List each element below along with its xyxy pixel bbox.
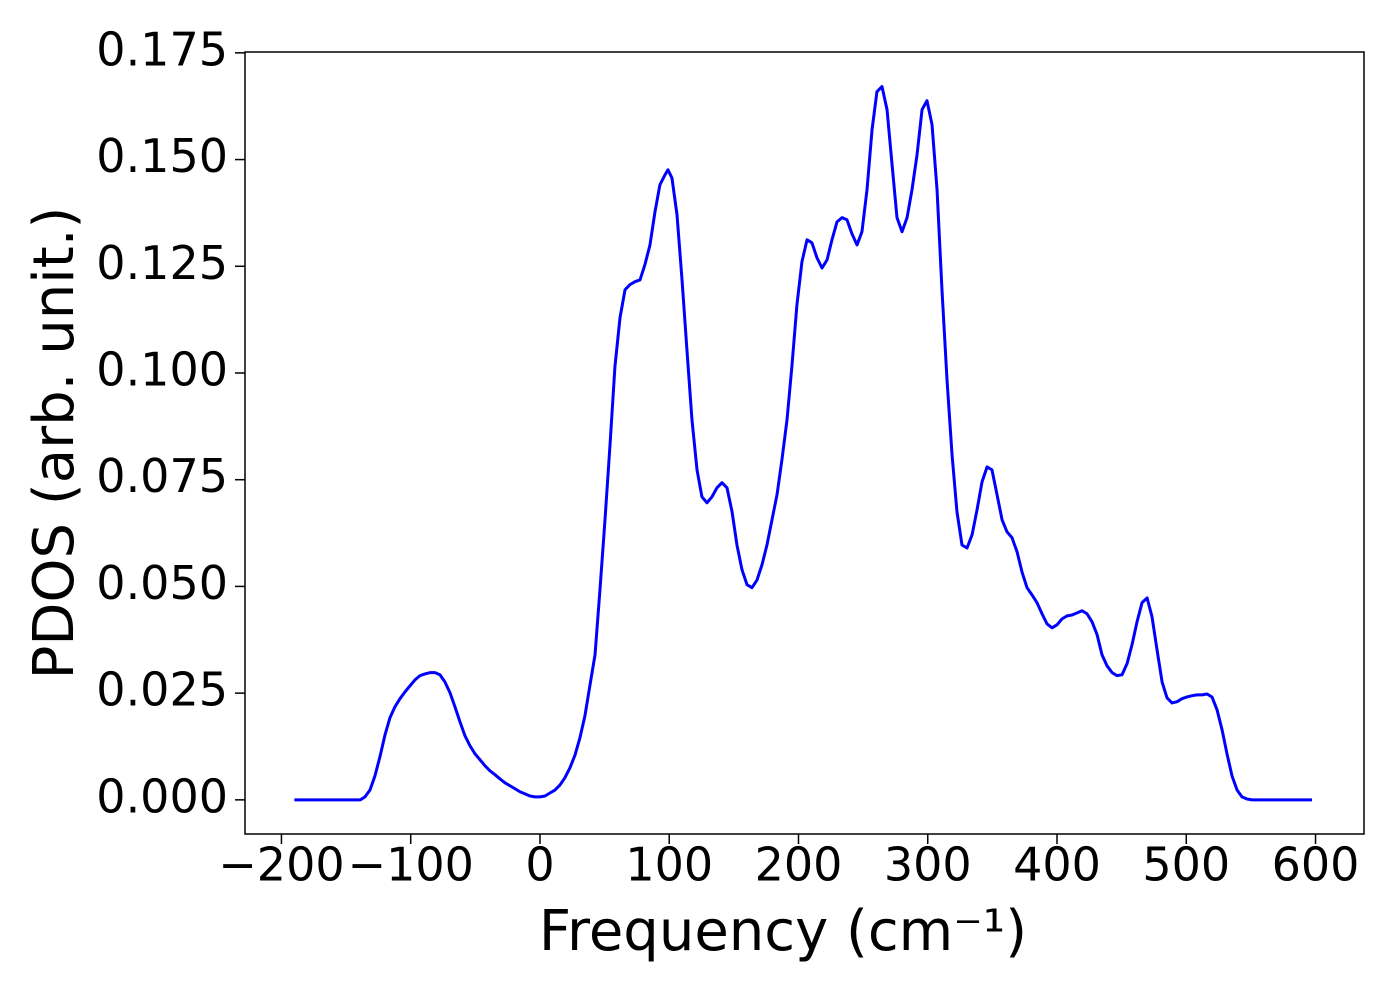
y-tick-label: 0.175 — [96, 22, 228, 76]
x-axis-label: Frequency (cm⁻¹) — [539, 899, 1027, 964]
x-tick-label: 200 — [755, 838, 843, 892]
x-tick-label: 500 — [1142, 838, 1230, 892]
y-tick-label: 0.050 — [96, 556, 228, 610]
x-tick-label: 100 — [625, 838, 713, 892]
x-tick-label: −200 — [218, 838, 344, 892]
y-tick-label: 0.150 — [96, 129, 228, 183]
y-tick-label: 0.125 — [96, 236, 228, 290]
x-tick-label: 300 — [884, 838, 972, 892]
x-tick-label: 0 — [525, 838, 554, 892]
y-tick-label: 0.100 — [96, 342, 228, 396]
plot-frame — [244, 51, 1365, 835]
y-tick-label: 0.075 — [96, 449, 228, 503]
y-axis-label: PDOS (arb. unit.) — [22, 207, 87, 680]
x-tick-label: −100 — [348, 838, 474, 892]
x-tick-label: 400 — [1013, 838, 1101, 892]
x-tick-label: 600 — [1272, 838, 1360, 892]
y-tick-label: 0.025 — [96, 663, 228, 717]
y-tick-label: 0.000 — [96, 769, 228, 823]
data-line — [294, 85, 1313, 802]
